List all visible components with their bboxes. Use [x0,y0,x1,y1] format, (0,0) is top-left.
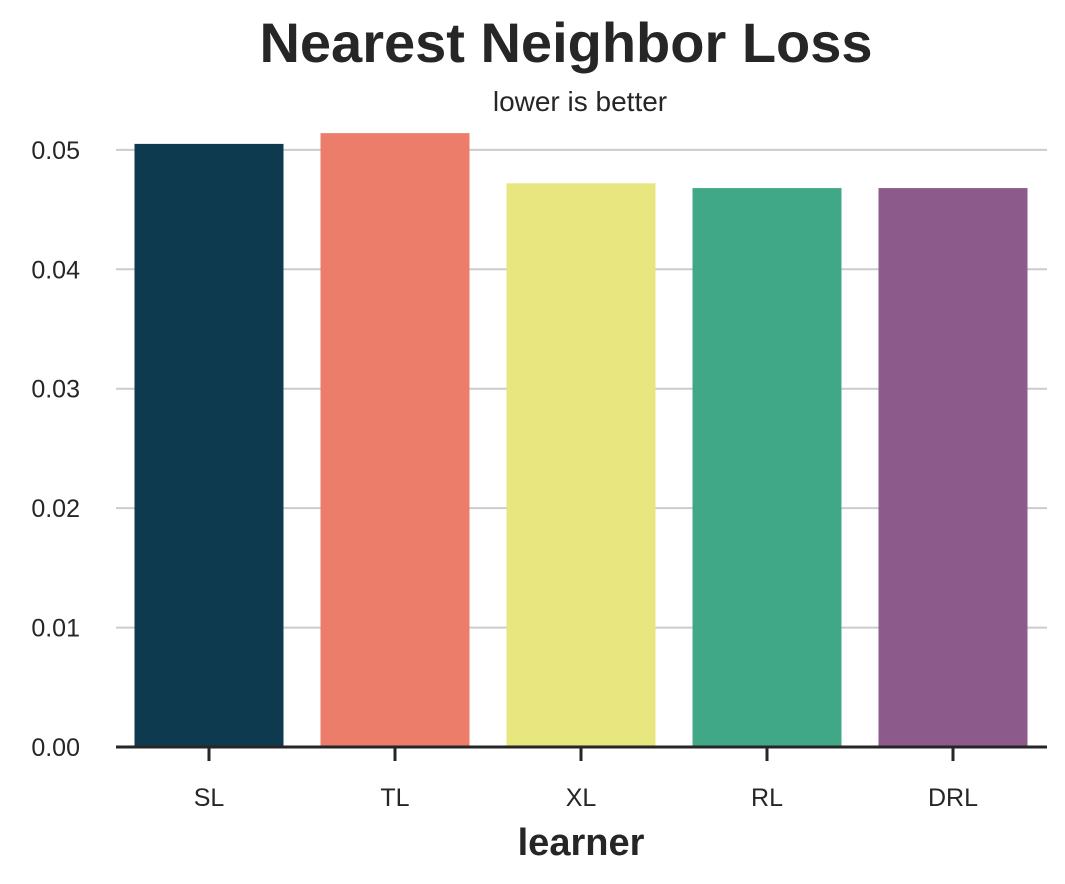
bar-xl [506,183,656,748]
x-tick-label: DRL [928,784,978,812]
x-tick-label: RL [751,784,783,812]
x-axis-label: learner [518,822,645,864]
bar-sl [134,143,284,747]
bar-tl [320,133,470,747]
chart-title: Nearest Neighbor Loss [259,11,872,74]
chart-subtitle: lower is better [493,86,667,117]
y-tick-label: 0.04 [31,256,80,284]
y-tick-label: 0.02 [31,495,80,523]
y-axis-ticks: 0.00 0.01 0.02 0.03 0.04 0.05 [31,137,80,762]
y-tick-label: 0.05 [31,137,80,165]
x-axis-ticks: SL TL XL RL DRL [194,747,978,812]
bar-rl [692,188,842,747]
x-tick-label: TL [380,784,409,812]
x-tick-label: SL [194,784,225,812]
y-tick-label: 0.01 [31,615,80,643]
y-tick-label: 0.03 [31,376,80,404]
x-tick-label: XL [566,784,597,812]
bars [134,133,1028,748]
y-tick-label: 0.00 [31,734,80,762]
bar-drl [878,188,1028,747]
